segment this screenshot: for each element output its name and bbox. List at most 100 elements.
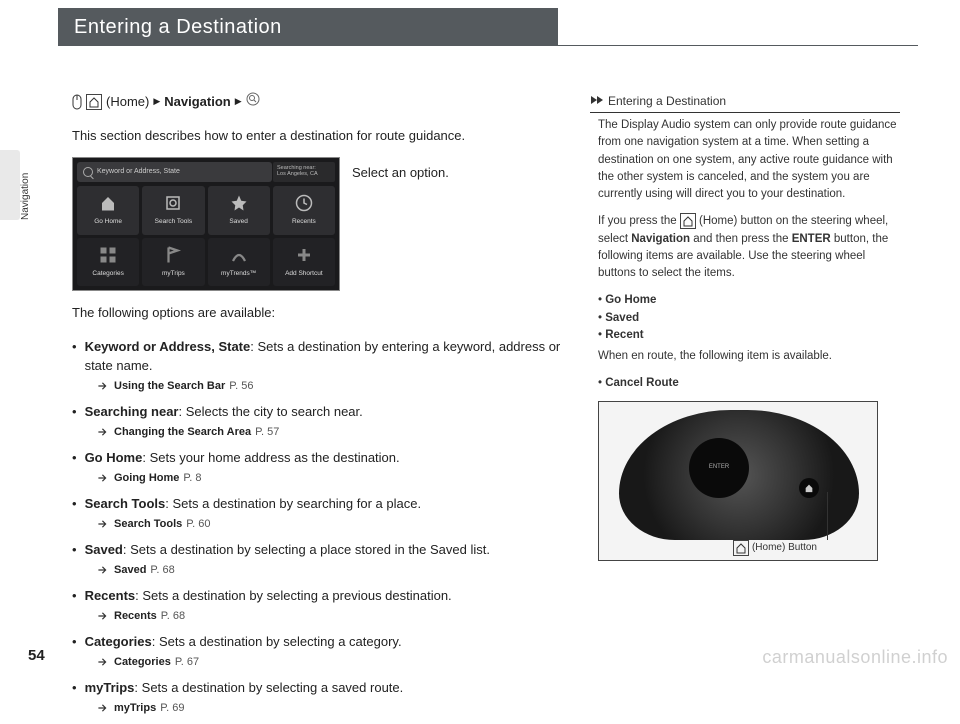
t: If you press the bbox=[598, 215, 680, 227]
select-option-text: Select an option. bbox=[352, 163, 449, 183]
option-item: Search Tools: Sets a destination by sear… bbox=[72, 494, 572, 532]
search-icon bbox=[83, 167, 93, 177]
option-item: myTrips: Sets a destination by selecting… bbox=[72, 678, 572, 716]
nav-cell-label: myTrips bbox=[162, 269, 185, 279]
sidebar-list-item: Cancel Route bbox=[598, 375, 900, 392]
sidebar-para2: If you press the (Home) button on the st… bbox=[598, 213, 900, 282]
nav-word: Navigation bbox=[631, 233, 690, 245]
option-ref: Recents P. 68 bbox=[98, 608, 572, 625]
watermark: carmanualsonline.info bbox=[762, 647, 948, 668]
home-caption: (Home) Button bbox=[733, 540, 817, 556]
nav-cell-label: Search Tools bbox=[155, 217, 192, 227]
ref-arrow-icon bbox=[98, 704, 110, 712]
grid-icon bbox=[98, 245, 118, 265]
nav-searchbar: Keyword or Address, State bbox=[77, 162, 272, 182]
sidebar-list-2: Cancel Route bbox=[598, 375, 900, 392]
search-circle-icon bbox=[246, 92, 260, 112]
sidebar-para3: When en route, the following item is ava… bbox=[598, 348, 900, 365]
option-ref: myTrips P. 69 bbox=[98, 700, 572, 717]
option-bullet: Recents: Sets a destination by selecting… bbox=[72, 586, 572, 606]
nav-near-box: Searching near: Los Angeles, CA bbox=[273, 162, 335, 182]
home-icon bbox=[86, 94, 102, 110]
header-rule bbox=[558, 45, 918, 46]
steering-wheel-figure: ENTER (Home) Button bbox=[598, 401, 878, 561]
page-header: Entering a Destination bbox=[58, 8, 558, 46]
sidebar-list-item: Recent bbox=[598, 327, 900, 344]
sidebar-title-text: Entering a Destination bbox=[608, 92, 726, 110]
option-ref: Using the Search Bar P. 56 bbox=[98, 378, 572, 395]
home-label: (Home) bbox=[106, 92, 149, 112]
callout-line bbox=[827, 492, 828, 540]
option-bullet: Categories: Sets a destination by select… bbox=[72, 632, 572, 652]
page-number: 54 bbox=[28, 647, 45, 664]
nav-cell-label: myTrends™ bbox=[221, 269, 256, 279]
ref-arrow-icon bbox=[98, 382, 110, 390]
ref-arrow-icon bbox=[98, 428, 110, 436]
home-caption-text: (Home) Button bbox=[752, 540, 817, 555]
ref-arrow-icon bbox=[98, 566, 110, 574]
nav-grid: Go Home Search Tools Saved Recents Categorie… bbox=[77, 186, 335, 286]
nav-cell: myTrips bbox=[142, 238, 204, 287]
plus-icon bbox=[294, 245, 314, 265]
option-bullet: Search Tools: Sets a destination by sear… bbox=[72, 494, 572, 514]
intro-text: This section describes how to enter a de… bbox=[72, 126, 572, 146]
search-icon bbox=[163, 193, 183, 213]
route-icon bbox=[229, 245, 249, 265]
nav-cell: Search Tools bbox=[142, 186, 204, 235]
enter-word: ENTER bbox=[792, 233, 831, 245]
option-ref: Saved P. 68 bbox=[98, 562, 572, 579]
option-bullet: Keyword or Address, State: Sets a destin… bbox=[72, 337, 572, 376]
arrow-icon: ▶ bbox=[153, 95, 160, 109]
option-item: Searching near: Selects the city to sear… bbox=[72, 402, 572, 440]
side-tab bbox=[0, 150, 20, 220]
options-list: Keyword or Address, State: Sets a destin… bbox=[72, 337, 572, 717]
sidebar-list-item: Go Home bbox=[598, 292, 900, 309]
option-item: Recents: Sets a destination by selecting… bbox=[72, 586, 572, 624]
nav-cell: Saved bbox=[208, 186, 270, 235]
ref-arrow-icon bbox=[98, 612, 110, 620]
mouse-icon bbox=[72, 94, 82, 110]
flag-icon bbox=[163, 245, 183, 265]
sidebar-list: Go HomeSavedRecent bbox=[598, 292, 900, 344]
sidebar-body: The Display Audio system can only provid… bbox=[590, 117, 900, 561]
sidebar-list-item: Saved bbox=[598, 310, 900, 327]
nav-cell: Add Shortcut bbox=[273, 238, 335, 287]
nav-cell: Recents bbox=[273, 186, 335, 235]
option-bullet: myTrips: Sets a destination by selecting… bbox=[72, 678, 572, 698]
options-intro: The following options are available: bbox=[72, 303, 572, 323]
option-ref: Going Home P. 8 bbox=[98, 470, 572, 487]
nav-cell-label: Recents bbox=[292, 217, 316, 227]
option-ref: Categories P. 67 bbox=[98, 654, 572, 671]
sidebar-para1: The Display Audio system can only provid… bbox=[598, 117, 900, 203]
wheel-home-button bbox=[799, 478, 819, 498]
nav-screenshot: Keyword or Address, State Searching near… bbox=[72, 157, 340, 291]
ref-arrow-icon bbox=[98, 658, 110, 666]
option-bullet: Go Home: Sets your home address as the d… bbox=[72, 448, 572, 468]
arrow-icon: ▶ bbox=[235, 95, 242, 109]
option-item: Categories: Sets a destination by select… bbox=[72, 632, 572, 670]
nav-searchbar-text: Keyword or Address, State bbox=[97, 167, 180, 178]
sidebar: Entering a Destination The Display Audio… bbox=[590, 92, 900, 561]
option-item: Keyword or Address, State: Sets a destin… bbox=[72, 337, 572, 395]
nav-label: Navigation bbox=[164, 92, 230, 112]
star-icon bbox=[229, 193, 249, 213]
nav-cell-label: Saved bbox=[229, 217, 247, 227]
option-ref: Changing the Search Area P. 57 bbox=[98, 424, 572, 441]
side-tab-label: Navigation bbox=[20, 173, 31, 220]
nav-cell: myTrends™ bbox=[208, 238, 270, 287]
nav-cell-label: Categories bbox=[92, 269, 123, 279]
option-item: Saved: Sets a destination by selecting a… bbox=[72, 540, 572, 578]
home-icon bbox=[98, 193, 118, 213]
info-arrow-icon bbox=[590, 92, 604, 110]
main-column: (Home) ▶ Navigation ▶ This section descr… bbox=[72, 92, 572, 724]
near-line2: Los Angeles, CA bbox=[277, 171, 331, 177]
home-icon bbox=[733, 540, 749, 556]
breadcrumb: (Home) ▶ Navigation ▶ bbox=[72, 92, 572, 112]
option-bullet: Searching near: Selects the city to sear… bbox=[72, 402, 572, 422]
dpad: ENTER bbox=[689, 438, 749, 498]
nav-cell: Go Home bbox=[77, 186, 139, 235]
clock-icon bbox=[294, 193, 314, 213]
option-ref: Search Tools P. 60 bbox=[98, 516, 572, 533]
ref-arrow-icon bbox=[98, 520, 110, 528]
enter-label: ENTER bbox=[709, 463, 729, 472]
